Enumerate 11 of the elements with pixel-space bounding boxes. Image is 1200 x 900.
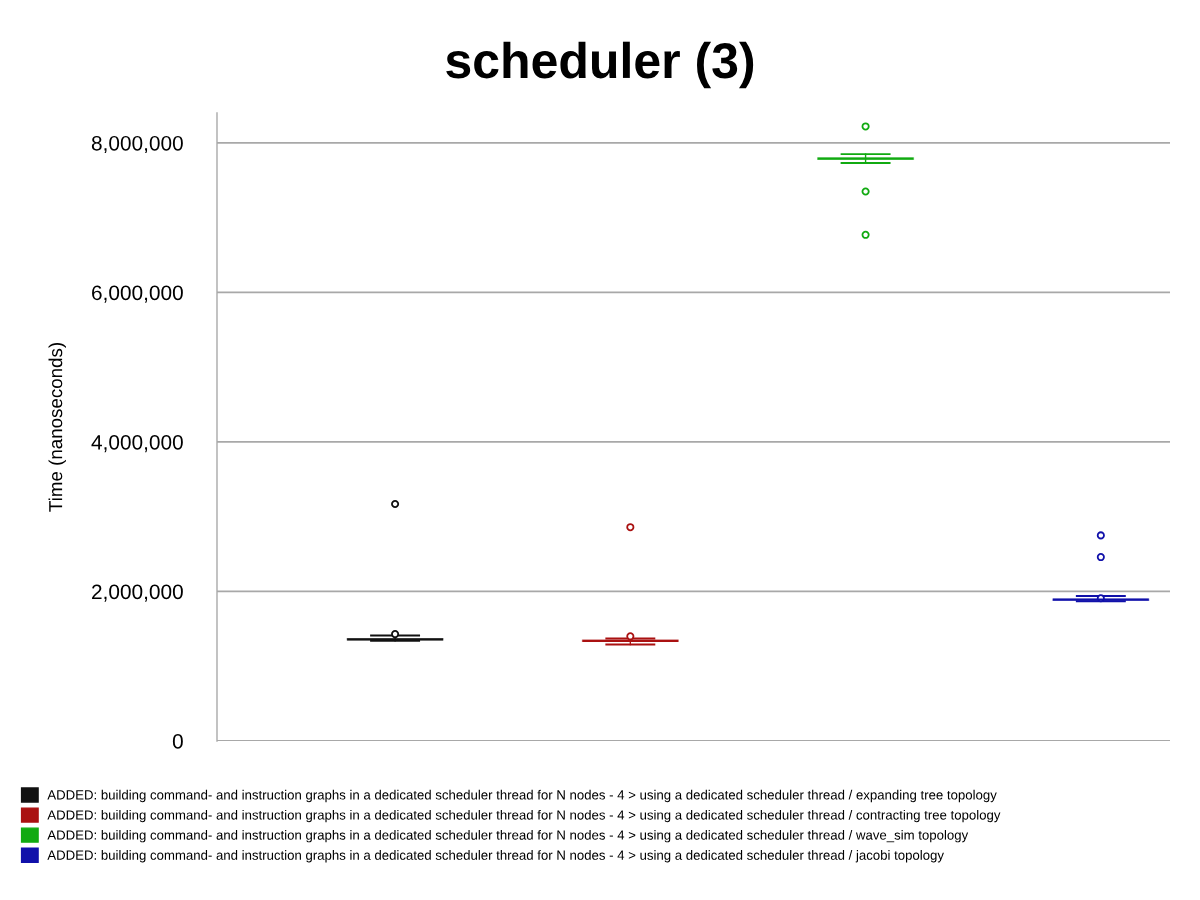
y-axis-title: Time (nanoseconds) xyxy=(48,343,66,512)
y-tick-label: 8,000,000 xyxy=(91,135,183,154)
y-tick-label: 0 xyxy=(172,734,183,749)
legend-label: ADDED: building command- and instruction graphs in a dedicated scheduler thread for N nodes - 4 > using a dedicated scheduler thread / jacobi topology xyxy=(47,850,944,863)
legend-label: ADDED: building command- and instruction graphs in a dedicated scheduler thread for N nodes - 4 > using a dedicated scheduler thread / wave_sim topology xyxy=(47,830,969,843)
y-tick-label: 6,000,000 xyxy=(92,285,183,303)
legend-label: ADDED: building command- and instruction graphs in a dedicated scheduler thread for N nodes - 4 > using a dedicated scheduler thread / expanding tree topology xyxy=(47,789,997,803)
legend-label: ADDED: building command- and instruction graphs in a dedicated scheduler thread for N nodes - 4 > using a dedicated scheduler thread / contracting tree topology xyxy=(47,809,1001,823)
y-tick-label: 4,000,000 xyxy=(91,434,183,453)
chart-title: scheduler (3) xyxy=(446,41,754,89)
y-tick-label: 2,000,000 xyxy=(92,584,183,602)
